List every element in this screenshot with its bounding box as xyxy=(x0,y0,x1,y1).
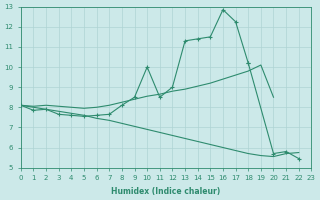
X-axis label: Humidex (Indice chaleur): Humidex (Indice chaleur) xyxy=(111,187,221,196)
